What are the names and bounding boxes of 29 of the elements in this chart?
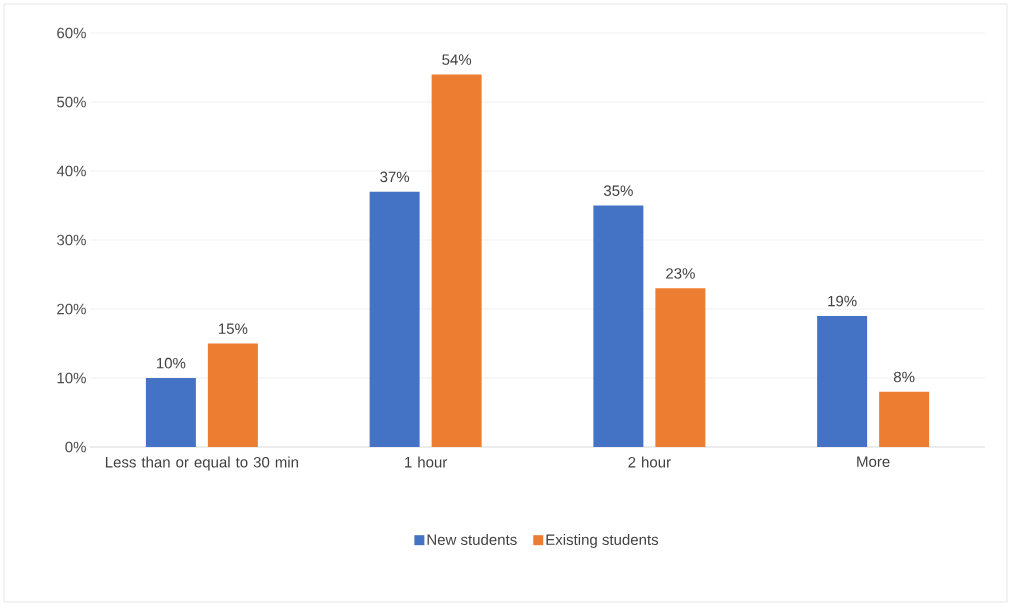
data-label: 23% [666, 268, 695, 279]
x-tick-label: 2 hour [628, 456, 671, 468]
bar [879, 391, 930, 447]
bar [431, 74, 482, 447]
bar [655, 288, 706, 447]
y-tick-label: 30% [57, 234, 86, 246]
y-tick-label: 20% [57, 303, 86, 315]
y-tick-label: 40% [56, 165, 86, 177]
x-tick-label: 1 hour [405, 456, 448, 468]
data-label: 37% [380, 171, 410, 183]
y-tick-label: 50% [57, 96, 86, 108]
data-label: 19% [828, 295, 857, 307]
y-tick-label: 0% [65, 441, 86, 453]
legend-label: Existing students [546, 534, 659, 548]
bar [207, 343, 258, 447]
bar [593, 205, 644, 447]
bar [145, 378, 196, 447]
data-label: 8% [893, 371, 915, 383]
x-tick-label: More [857, 456, 890, 467]
data-label: 54% [442, 54, 472, 65]
bar [817, 315, 868, 447]
x-tick-label: Less than or equal to 30 min [105, 456, 298, 471]
bar [369, 191, 420, 447]
y-tick-label: 10% [57, 372, 86, 384]
data-label: 10% [157, 357, 186, 369]
legend-label: New students [427, 534, 517, 546]
data-label: 15% [219, 323, 248, 334]
y-tick-label: 60% [57, 27, 86, 39]
data-label: 35% [603, 185, 633, 196]
